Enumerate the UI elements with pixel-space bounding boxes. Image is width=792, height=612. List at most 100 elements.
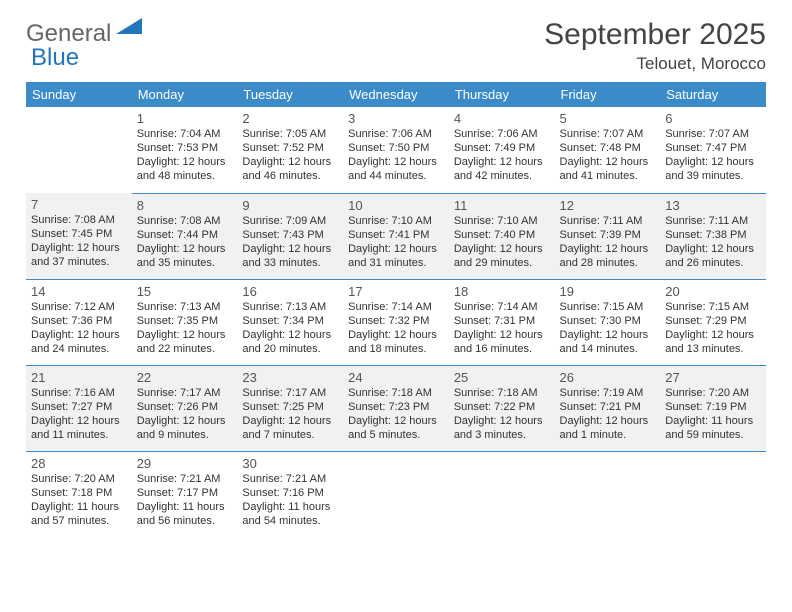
- calendar-day-cell: 24Sunrise: 7:18 AMSunset: 7:23 PMDayligh…: [343, 365, 449, 451]
- calendar-day-cell: 7Sunrise: 7:08 AMSunset: 7:45 PMDaylight…: [26, 193, 132, 279]
- calendar-day-cell: [555, 451, 661, 537]
- weekday-thursday: Thursday: [449, 82, 555, 107]
- calendar-day-cell: 11Sunrise: 7:10 AMSunset: 7:40 PMDayligh…: [449, 193, 555, 279]
- calendar-day-cell: 1Sunrise: 7:04 AMSunset: 7:53 PMDaylight…: [132, 107, 238, 193]
- calendar-day-cell: 30Sunrise: 7:21 AMSunset: 7:16 PMDayligh…: [237, 451, 343, 537]
- day-details: Sunrise: 7:15 AMSunset: 7:29 PMDaylight:…: [665, 300, 761, 356]
- day-details: Sunrise: 7:10 AMSunset: 7:40 PMDaylight:…: [454, 214, 550, 270]
- day-number: 9: [242, 198, 338, 213]
- calendar-day-cell: 22Sunrise: 7:17 AMSunset: 7:26 PMDayligh…: [132, 365, 238, 451]
- day-number: 19: [560, 284, 656, 299]
- calendar-day-cell: 21Sunrise: 7:16 AMSunset: 7:27 PMDayligh…: [26, 365, 132, 451]
- day-number: 7: [31, 197, 127, 212]
- calendar-day-cell: 27Sunrise: 7:20 AMSunset: 7:19 PMDayligh…: [660, 365, 766, 451]
- day-number: 15: [137, 284, 233, 299]
- day-number: 1: [137, 111, 233, 126]
- day-details: Sunrise: 7:15 AMSunset: 7:30 PMDaylight:…: [560, 300, 656, 356]
- weekday-sunday: Sunday: [26, 82, 132, 107]
- day-details: Sunrise: 7:20 AMSunset: 7:19 PMDaylight:…: [665, 386, 761, 442]
- day-number: 12: [560, 198, 656, 213]
- weekday-monday: Monday: [132, 82, 238, 107]
- calendar-day-cell: 5Sunrise: 7:07 AMSunset: 7:48 PMDaylight…: [555, 107, 661, 193]
- calendar-day-cell: 15Sunrise: 7:13 AMSunset: 7:35 PMDayligh…: [132, 279, 238, 365]
- day-details: Sunrise: 7:17 AMSunset: 7:26 PMDaylight:…: [137, 386, 233, 442]
- calendar-day-cell: 16Sunrise: 7:13 AMSunset: 7:34 PMDayligh…: [237, 279, 343, 365]
- day-details: Sunrise: 7:07 AMSunset: 7:47 PMDaylight:…: [665, 127, 761, 183]
- day-details: Sunrise: 7:08 AMSunset: 7:44 PMDaylight:…: [137, 214, 233, 270]
- logo-text-blue: Blue: [31, 44, 79, 72]
- calendar-day-cell: [449, 451, 555, 537]
- calendar-day-cell: [26, 107, 132, 193]
- calendar-week-row: 28Sunrise: 7:20 AMSunset: 7:18 PMDayligh…: [26, 451, 766, 537]
- day-details: Sunrise: 7:19 AMSunset: 7:21 PMDaylight:…: [560, 386, 656, 442]
- day-number: 25: [454, 370, 550, 385]
- month-title: September 2025: [544, 18, 766, 52]
- day-details: Sunrise: 7:14 AMSunset: 7:31 PMDaylight:…: [454, 300, 550, 356]
- location: Telouet, Morocco: [544, 54, 766, 74]
- day-details: Sunrise: 7:11 AMSunset: 7:39 PMDaylight:…: [560, 214, 656, 270]
- day-number: 17: [348, 284, 444, 299]
- day-details: Sunrise: 7:08 AMSunset: 7:45 PMDaylight:…: [31, 213, 127, 269]
- calendar-table: Sunday Monday Tuesday Wednesday Thursday…: [26, 82, 766, 537]
- day-details: Sunrise: 7:06 AMSunset: 7:49 PMDaylight:…: [454, 127, 550, 183]
- calendar-day-cell: 3Sunrise: 7:06 AMSunset: 7:50 PMDaylight…: [343, 107, 449, 193]
- calendar-day-cell: 10Sunrise: 7:10 AMSunset: 7:41 PMDayligh…: [343, 193, 449, 279]
- calendar-week-row: 21Sunrise: 7:16 AMSunset: 7:27 PMDayligh…: [26, 365, 766, 451]
- page-header: General September 2025 Telouet, Morocco: [26, 18, 766, 74]
- day-details: Sunrise: 7:12 AMSunset: 7:36 PMDaylight:…: [31, 300, 127, 356]
- calendar-day-cell: 8Sunrise: 7:08 AMSunset: 7:44 PMDaylight…: [132, 193, 238, 279]
- day-number: 6: [665, 111, 761, 126]
- day-details: Sunrise: 7:04 AMSunset: 7:53 PMDaylight:…: [137, 127, 233, 183]
- calendar-day-cell: [660, 451, 766, 537]
- title-block: September 2025 Telouet, Morocco: [544, 18, 766, 74]
- calendar-day-cell: 17Sunrise: 7:14 AMSunset: 7:32 PMDayligh…: [343, 279, 449, 365]
- day-details: Sunrise: 7:21 AMSunset: 7:16 PMDaylight:…: [242, 472, 338, 528]
- day-details: Sunrise: 7:05 AMSunset: 7:52 PMDaylight:…: [242, 127, 338, 183]
- day-details: Sunrise: 7:07 AMSunset: 7:48 PMDaylight:…: [560, 127, 656, 183]
- weekday-friday: Friday: [555, 82, 661, 107]
- day-number: 26: [560, 370, 656, 385]
- calendar-week-row: 7Sunrise: 7:08 AMSunset: 7:45 PMDaylight…: [26, 193, 766, 279]
- day-number: 21: [31, 370, 127, 385]
- weekday-tuesday: Tuesday: [237, 82, 343, 107]
- day-details: Sunrise: 7:09 AMSunset: 7:43 PMDaylight:…: [242, 214, 338, 270]
- calendar-day-cell: 23Sunrise: 7:17 AMSunset: 7:25 PMDayligh…: [237, 365, 343, 451]
- calendar-day-cell: 29Sunrise: 7:21 AMSunset: 7:17 PMDayligh…: [132, 451, 238, 537]
- day-number: 3: [348, 111, 444, 126]
- day-number: 28: [31, 456, 127, 471]
- day-details: Sunrise: 7:11 AMSunset: 7:38 PMDaylight:…: [665, 214, 761, 270]
- day-details: Sunrise: 7:16 AMSunset: 7:27 PMDaylight:…: [31, 386, 127, 442]
- calendar-week-row: 14Sunrise: 7:12 AMSunset: 7:36 PMDayligh…: [26, 279, 766, 365]
- day-number: 27: [665, 370, 761, 385]
- day-number: 8: [137, 198, 233, 213]
- calendar-day-cell: 26Sunrise: 7:19 AMSunset: 7:21 PMDayligh…: [555, 365, 661, 451]
- calendar-day-cell: 2Sunrise: 7:05 AMSunset: 7:52 PMDaylight…: [237, 107, 343, 193]
- day-number: 24: [348, 370, 444, 385]
- day-number: 14: [31, 284, 127, 299]
- day-details: Sunrise: 7:18 AMSunset: 7:23 PMDaylight:…: [348, 386, 444, 442]
- day-number: 16: [242, 284, 338, 299]
- day-number: 11: [454, 198, 550, 213]
- calendar-day-cell: 4Sunrise: 7:06 AMSunset: 7:49 PMDaylight…: [449, 107, 555, 193]
- day-details: Sunrise: 7:13 AMSunset: 7:34 PMDaylight:…: [242, 300, 338, 356]
- calendar-day-cell: 25Sunrise: 7:18 AMSunset: 7:22 PMDayligh…: [449, 365, 555, 451]
- day-details: Sunrise: 7:18 AMSunset: 7:22 PMDaylight:…: [454, 386, 550, 442]
- calendar-week-row: 1Sunrise: 7:04 AMSunset: 7:53 PMDaylight…: [26, 107, 766, 193]
- day-details: Sunrise: 7:06 AMSunset: 7:50 PMDaylight:…: [348, 127, 444, 183]
- day-number: 4: [454, 111, 550, 126]
- day-number: 20: [665, 284, 761, 299]
- calendar-day-cell: 20Sunrise: 7:15 AMSunset: 7:29 PMDayligh…: [660, 279, 766, 365]
- logo-triangle-icon: [116, 18, 142, 36]
- day-number: 10: [348, 198, 444, 213]
- calendar-day-cell: 6Sunrise: 7:07 AMSunset: 7:47 PMDaylight…: [660, 107, 766, 193]
- day-details: Sunrise: 7:20 AMSunset: 7:18 PMDaylight:…: [31, 472, 127, 528]
- calendar-day-cell: 19Sunrise: 7:15 AMSunset: 7:30 PMDayligh…: [555, 279, 661, 365]
- calendar-day-cell: [343, 451, 449, 537]
- weekday-wednesday: Wednesday: [343, 82, 449, 107]
- day-details: Sunrise: 7:13 AMSunset: 7:35 PMDaylight:…: [137, 300, 233, 356]
- weekday-header-row: Sunday Monday Tuesday Wednesday Thursday…: [26, 82, 766, 107]
- day-number: 18: [454, 284, 550, 299]
- calendar-day-cell: 13Sunrise: 7:11 AMSunset: 7:38 PMDayligh…: [660, 193, 766, 279]
- weekday-saturday: Saturday: [660, 82, 766, 107]
- calendar-body: 1Sunrise: 7:04 AMSunset: 7:53 PMDaylight…: [26, 107, 766, 537]
